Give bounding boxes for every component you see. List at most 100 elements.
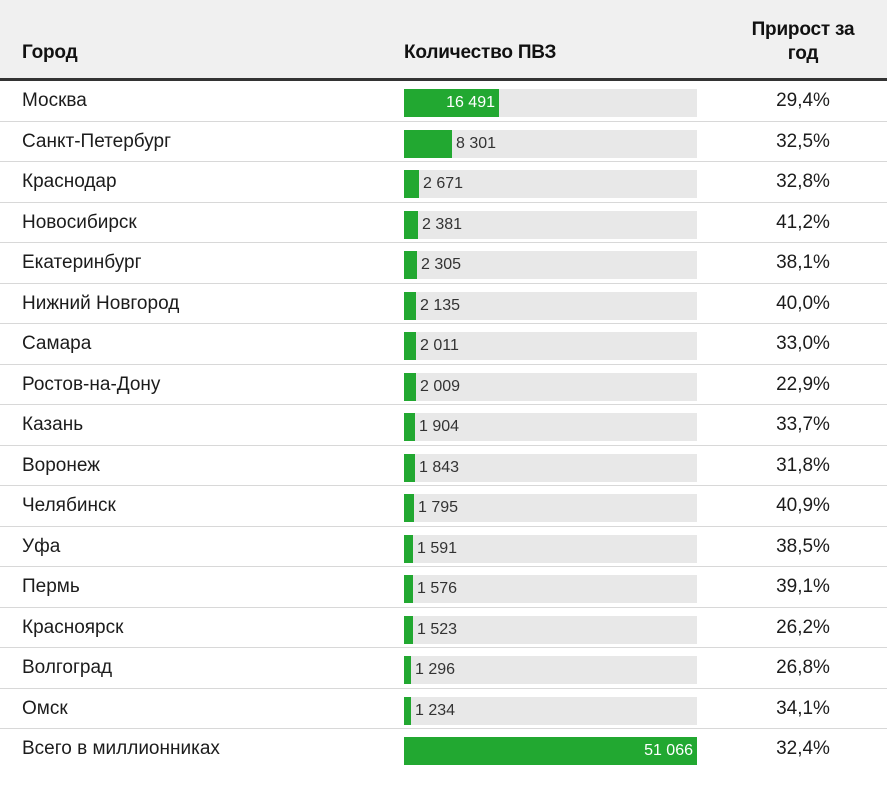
bar-track: 8 301 [404, 129, 697, 158]
table-row: Казань 1 904 33,7% [0, 405, 887, 446]
growth-value: 38,5% [776, 535, 830, 557]
bar [404, 129, 452, 158]
growth-value: 33,7% [776, 414, 830, 435]
bar [404, 372, 416, 401]
header-growth: Прирост за год [733, 18, 873, 66]
city-name: Нижний Новгород [22, 292, 180, 314]
bar-track: 1 296 [404, 656, 697, 684]
table-row: Ростов-на-Дону 2 009 22,9% [0, 365, 887, 405]
bar [404, 534, 413, 563]
bar-track: 1 576 [404, 575, 697, 603]
table-row: Самара 2 011 33,0% [0, 324, 887, 365]
bar [404, 737, 697, 765]
growth-value: 33,0% [776, 333, 830, 354]
bar-track: 1 523 [404, 615, 697, 644]
city-name: Омск [22, 697, 68, 719]
growth-value: 22,9% [776, 373, 830, 395]
city-name: Краснодар [22, 171, 117, 192]
bar-value-label: 1 576 [417, 580, 458, 597]
city-name: Москва [22, 90, 87, 111]
growth-value: 26,8% [776, 657, 830, 678]
table-row: Нижний Новгород 2 135 40,0% [0, 284, 887, 324]
bar [404, 332, 416, 360]
growth-value: 32,8% [776, 171, 830, 192]
bar-track: 16 491 [404, 89, 697, 117]
city-name: Челябинск [22, 495, 116, 516]
header-growth-line-1: Прирост за [751, 19, 855, 40]
bar-value-label: 2 135 [420, 296, 461, 314]
bar-value-label: 8 301 [456, 134, 497, 152]
bar-value-label: 2 305 [421, 256, 462, 273]
bar [404, 413, 415, 441]
table-row: Волгоград 1 296 26,8% [0, 648, 887, 689]
city-name: Екатеринбург [22, 252, 142, 273]
bar-value-label: 1 843 [419, 458, 460, 476]
bar-value-label: 2 671 [423, 175, 464, 192]
growth-value: 41,2% [776, 211, 830, 233]
growth-value: 26,2% [776, 616, 830, 638]
city-name: Самара [22, 333, 92, 354]
bar [404, 494, 414, 522]
header-growth-line-2: год [787, 43, 819, 64]
city-name: Новосибирск [22, 211, 137, 233]
city-name: Уфа [22, 535, 61, 557]
bar-track: 2 135 [404, 291, 697, 320]
bar [404, 89, 499, 117]
city-name: Красноярск [22, 616, 124, 638]
growth-value: 34,1% [776, 697, 830, 719]
bar-value-label: 1 591 [417, 539, 458, 557]
city-name: Пермь [22, 576, 80, 597]
growth-value: 32,4% [776, 738, 830, 759]
pvz-table: Город Количество ПВЗ Прирост за год Моск… [0, 0, 887, 770]
table-row: Санкт-Петербург 8 301 32,5% [0, 122, 887, 162]
growth-value: 39,1% [776, 576, 830, 597]
bar-track: 2 671 [404, 170, 697, 198]
growth-value: 40,0% [776, 292, 830, 314]
city-name: Санкт-Петербург [22, 130, 172, 152]
bar-value-label: 2 381 [422, 215, 463, 233]
bar [404, 453, 415, 482]
table-row: Уфа 1 591 38,5% [0, 527, 887, 567]
bar-track: 2 011 [404, 332, 697, 360]
table-row-total: Всего в миллионниках 51 066 32,4% [0, 729, 887, 770]
bar-value-label: 1 523 [417, 620, 458, 638]
header-city: Город [22, 42, 78, 63]
table-row: Москва 16 491 29,4% [0, 81, 887, 122]
bar-track: 1 843 [404, 453, 697, 482]
bar-track: 1 904 [404, 413, 697, 441]
bar-track: 2 009 [404, 372, 697, 401]
bar [404, 251, 417, 279]
bar-value-label: 1 296 [415, 661, 456, 678]
city-name: Всего в миллионниках [22, 738, 220, 759]
table-row: Челябинск 1 795 40,9% [0, 486, 887, 527]
growth-value: 29,4% [776, 90, 830, 111]
bar [404, 656, 411, 684]
table-row: Омск 1 234 34,1% [0, 689, 887, 729]
table-body: Москва 16 491 29,4% Санкт-Петербург 8 301 32,… [0, 81, 887, 770]
bar-value-label: 16 491 [446, 94, 495, 111]
bar-value-label: 2 009 [420, 377, 461, 395]
bar-value-label: 51 066 [644, 742, 693, 759]
bar [404, 575, 413, 603]
header-count: Количество ПВЗ [404, 42, 557, 63]
table-header: Город Количество ПВЗ Прирост за год [0, 0, 887, 81]
bar [404, 170, 419, 198]
table-row: Пермь 1 576 39,1% [0, 567, 887, 608]
table-row: Воронеж 1 843 31,8% [0, 446, 887, 486]
bar-track: 51 066 [404, 737, 697, 765]
table-row: Красноярск 1 523 26,2% [0, 608, 887, 648]
bar-value-label: 1 795 [418, 499, 459, 516]
bar-value-label: 1 904 [419, 418, 460, 435]
growth-value: 40,9% [776, 495, 830, 516]
bar-track: 1 234 [404, 696, 697, 725]
bar-track: 2 381 [404, 210, 697, 239]
bar-track: 1 591 [404, 534, 697, 563]
growth-value: 38,1% [776, 252, 830, 273]
table-row: Новосибирск 2 381 41,2% [0, 203, 887, 243]
bar-value-label: 1 234 [415, 701, 456, 719]
bar [404, 291, 416, 320]
city-name: Казань [22, 414, 84, 435]
bar [404, 615, 413, 644]
table-row: Краснодар 2 671 32,8% [0, 162, 887, 203]
bar [404, 696, 411, 725]
